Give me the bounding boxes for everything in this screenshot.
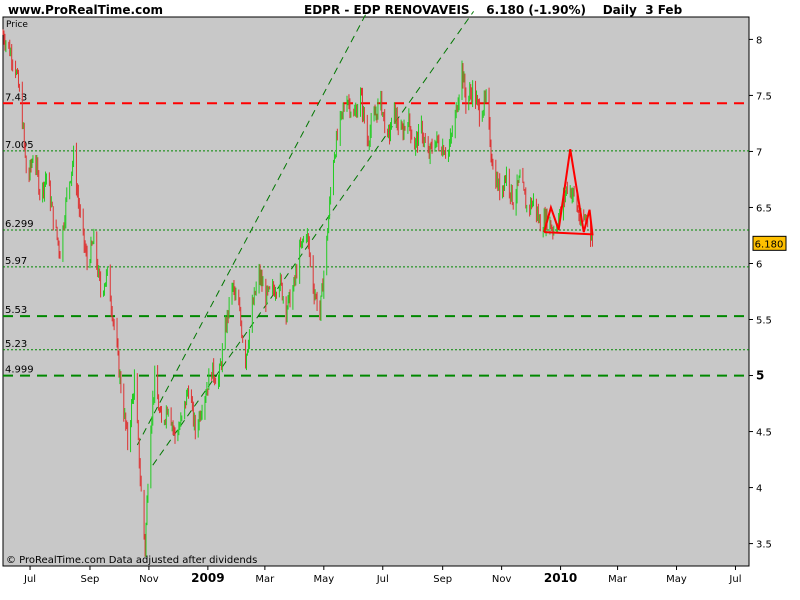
level-label: 5.97 (5, 256, 27, 267)
y-tick-label: 6 (756, 259, 762, 270)
y-tick-label: 3.5 (756, 540, 772, 551)
x-tick-label: May (666, 574, 687, 585)
trend-line (152, 11, 475, 466)
trend-line (136, 11, 368, 446)
level-label: 5.23 (5, 339, 27, 350)
ticker-name: EDPR - EDP RENOVAVEIS (304, 3, 470, 17)
y-tick-label: 8 (756, 35, 762, 46)
x-tick-label: Jul (23, 574, 36, 585)
chart-date: 3 Feb (645, 3, 683, 17)
level-label: 7.005 (5, 140, 34, 151)
x-tick-label: Sep (81, 574, 100, 585)
level-label: 4.999 (5, 365, 34, 376)
price-tag-label: 6.180 (755, 239, 784, 250)
y-tick-label: 5 (756, 369, 764, 383)
x-tick-label: Jul (728, 574, 741, 585)
x-tick-label: Sep (433, 574, 452, 585)
level-label: 7.43 (5, 92, 27, 103)
site-name: www.ProRealTime.com (8, 3, 163, 17)
x-tick-label: Mar (608, 574, 628, 585)
x-tick-label: 2010 (544, 571, 577, 585)
chart-footer: © ProRealTime.com Data adjusted after di… (6, 555, 257, 566)
x-tick-label: Nov (492, 574, 512, 585)
y-tick-label: 5.5 (756, 316, 772, 327)
x-tick-label: Nov (139, 574, 159, 585)
y-tick-label: 4 (756, 484, 762, 495)
y-tick-label: 7.5 (756, 91, 772, 102)
plot-area (2, 16, 750, 567)
y-axis-label: Price (6, 20, 28, 30)
x-tick-label: 2009 (191, 571, 224, 585)
quote-value: 6.180 (-1.90%) (486, 3, 586, 17)
price-tag (752, 235, 787, 251)
x-tick-label: May (313, 574, 334, 585)
pattern-outline (543, 149, 594, 236)
chart-header-info: EDPR - EDP RENOVAVEIS 6.180 (-1.90%) Dai… (304, 3, 682, 17)
y-tick-label: 6.5 (756, 203, 772, 214)
y-tick-label: 7 (756, 147, 762, 158)
x-tick-label: Jul (376, 574, 389, 585)
x-tick-label: Mar (255, 574, 275, 585)
level-label: 6.299 (5, 219, 34, 230)
chart-period: Daily (602, 3, 637, 17)
level-label: 5.53 (5, 305, 27, 316)
y-tick-label: 4.5 (756, 428, 772, 439)
